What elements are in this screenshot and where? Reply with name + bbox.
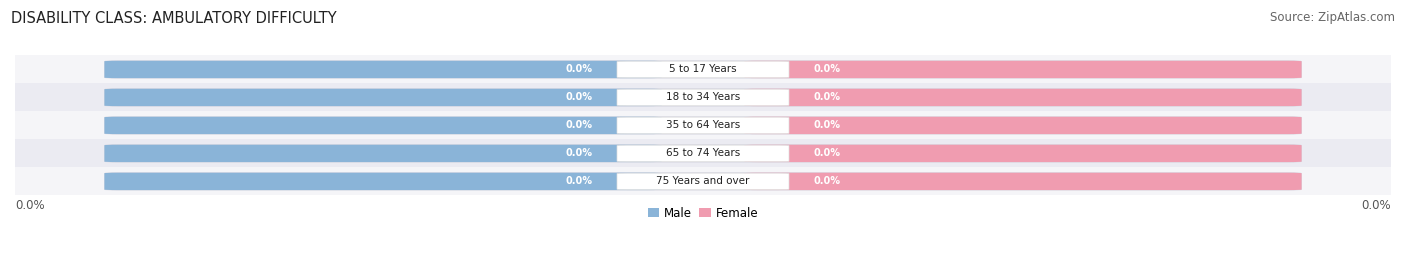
Bar <box>15 55 1391 83</box>
FancyBboxPatch shape <box>765 145 889 161</box>
FancyBboxPatch shape <box>617 61 789 78</box>
Text: 65 to 74 Years: 65 to 74 Years <box>666 148 740 158</box>
FancyBboxPatch shape <box>104 89 662 106</box>
Text: 0.0%: 0.0% <box>813 148 841 158</box>
FancyBboxPatch shape <box>765 117 889 133</box>
FancyBboxPatch shape <box>617 173 789 190</box>
FancyBboxPatch shape <box>744 145 1302 162</box>
Text: 0.0%: 0.0% <box>1361 199 1391 212</box>
Text: DISABILITY CLASS: AMBULATORY DIFFICULTY: DISABILITY CLASS: AMBULATORY DIFFICULTY <box>11 11 337 26</box>
FancyBboxPatch shape <box>159 89 648 105</box>
Text: 0.0%: 0.0% <box>565 93 593 102</box>
Text: 0.0%: 0.0% <box>565 148 593 158</box>
Text: 0.0%: 0.0% <box>565 121 593 130</box>
Bar <box>15 83 1391 111</box>
FancyBboxPatch shape <box>104 173 1302 190</box>
Text: 18 to 34 Years: 18 to 34 Years <box>666 93 740 102</box>
Text: 0.0%: 0.0% <box>565 65 593 75</box>
Text: Source: ZipAtlas.com: Source: ZipAtlas.com <box>1270 11 1395 24</box>
FancyBboxPatch shape <box>744 61 1302 78</box>
Text: 35 to 64 Years: 35 to 64 Years <box>666 121 740 130</box>
FancyBboxPatch shape <box>104 173 662 190</box>
Text: 0.0%: 0.0% <box>813 65 841 75</box>
FancyBboxPatch shape <box>104 61 1302 78</box>
FancyBboxPatch shape <box>104 145 1302 162</box>
FancyBboxPatch shape <box>104 117 1302 134</box>
FancyBboxPatch shape <box>758 61 1247 77</box>
FancyBboxPatch shape <box>159 173 648 190</box>
Bar <box>15 139 1391 167</box>
FancyBboxPatch shape <box>104 117 662 134</box>
FancyBboxPatch shape <box>617 117 789 134</box>
FancyBboxPatch shape <box>758 117 1247 133</box>
FancyBboxPatch shape <box>758 173 1247 190</box>
FancyBboxPatch shape <box>744 173 1302 190</box>
FancyBboxPatch shape <box>104 61 662 78</box>
FancyBboxPatch shape <box>758 145 1247 161</box>
FancyBboxPatch shape <box>765 173 889 190</box>
FancyBboxPatch shape <box>517 117 641 133</box>
FancyBboxPatch shape <box>617 89 789 106</box>
Text: 0.0%: 0.0% <box>15 199 45 212</box>
Text: 0.0%: 0.0% <box>813 93 841 102</box>
FancyBboxPatch shape <box>104 89 1302 106</box>
FancyBboxPatch shape <box>765 89 889 105</box>
FancyBboxPatch shape <box>104 145 662 162</box>
Text: 0.0%: 0.0% <box>813 121 841 130</box>
FancyBboxPatch shape <box>517 173 641 190</box>
FancyBboxPatch shape <box>517 89 641 105</box>
Text: 0.0%: 0.0% <box>565 176 593 186</box>
Text: 0.0%: 0.0% <box>813 176 841 186</box>
Text: 75 Years and over: 75 Years and over <box>657 176 749 186</box>
FancyBboxPatch shape <box>159 117 648 133</box>
FancyBboxPatch shape <box>758 89 1247 105</box>
FancyBboxPatch shape <box>517 61 641 77</box>
Text: 5 to 17 Years: 5 to 17 Years <box>669 65 737 75</box>
Legend: Male, Female: Male, Female <box>643 202 763 224</box>
FancyBboxPatch shape <box>744 117 1302 134</box>
FancyBboxPatch shape <box>159 145 648 161</box>
FancyBboxPatch shape <box>517 145 641 161</box>
FancyBboxPatch shape <box>159 61 648 77</box>
FancyBboxPatch shape <box>617 145 789 162</box>
FancyBboxPatch shape <box>765 61 889 77</box>
Bar <box>15 167 1391 195</box>
Bar <box>15 111 1391 139</box>
FancyBboxPatch shape <box>744 89 1302 106</box>
